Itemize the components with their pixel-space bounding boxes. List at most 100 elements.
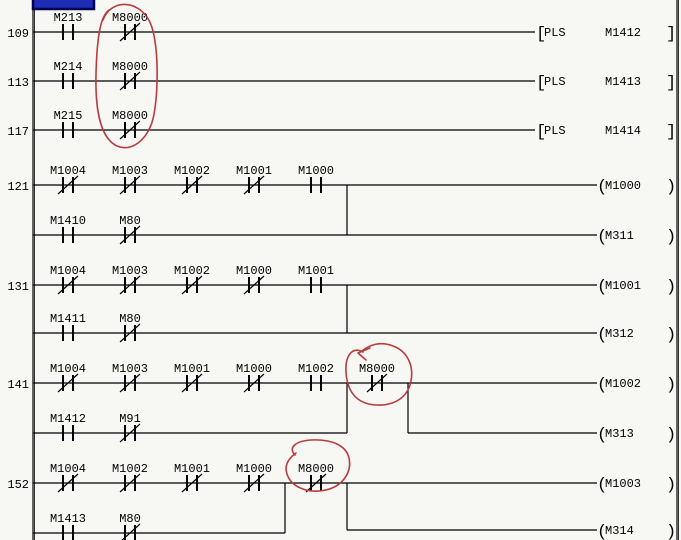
contact-M213-no[interactable]: M213 xyxy=(54,11,83,40)
contact-slash xyxy=(243,275,265,295)
contact-M1004-nc[interactable]: M1004 xyxy=(50,362,86,393)
contact-M1000-nc[interactable]: M1000 xyxy=(236,264,272,295)
pls-instruction-M1413[interactable]: [PLS M1413] xyxy=(536,74,676,93)
contact-M1001-nc[interactable]: M1001 xyxy=(174,462,210,493)
contact-M215-no[interactable]: M215 xyxy=(54,109,83,138)
contact-M80-nc[interactable]: M80 xyxy=(119,312,141,343)
contact-slash xyxy=(181,373,203,393)
contact-label: M80 xyxy=(119,512,141,526)
contact-M1000-nc[interactable]: M1000 xyxy=(236,362,272,393)
contact-M8000-nc[interactable]: M8000 xyxy=(298,462,334,493)
contact-M1004-nc[interactable]: M1004 xyxy=(50,462,86,493)
contact-M1411-no[interactable]: M1411 xyxy=(50,312,86,341)
instruction-mnemonic: PLS xyxy=(544,75,566,89)
coil-device: M311 xyxy=(605,229,634,243)
instruction-mnemonic: PLS xyxy=(544,26,566,40)
contact-slash xyxy=(181,473,203,493)
contact-label: M1001 xyxy=(298,264,334,278)
red-circle-m8000-rung-141-arrowhead xyxy=(357,347,371,361)
coil-open-paren: ( xyxy=(597,178,607,197)
contact-slash xyxy=(57,473,79,493)
contact-M1001-nc[interactable]: M1001 xyxy=(236,164,272,195)
contact-M1000-nc[interactable]: M1000 xyxy=(236,462,272,493)
contact-M1413-no[interactable]: M1413 xyxy=(50,512,86,540)
step-number: 131 xyxy=(7,280,29,294)
contact-label: M1001 xyxy=(236,164,272,178)
contact-label: M80 xyxy=(119,214,141,228)
contact-label: M1410 xyxy=(50,214,86,228)
coil-device: M1001 xyxy=(605,279,641,293)
contact-M1001-no[interactable]: M1001 xyxy=(298,264,334,293)
contact-M1004-nc[interactable]: M1004 xyxy=(50,164,86,195)
contact-M214-no[interactable]: M214 xyxy=(54,60,83,89)
contact-label: M1000 xyxy=(298,164,334,178)
step-number: 109 xyxy=(7,27,29,41)
contact-M1002-nc[interactable]: M1002 xyxy=(174,264,210,295)
contact-label: M1004 xyxy=(50,462,86,476)
coil-close-paren: ) xyxy=(666,278,676,297)
contact-M8000-nc[interactable]: M8000 xyxy=(359,362,395,393)
instruction-device: M1413 xyxy=(605,75,641,89)
contact-label: M1003 xyxy=(112,264,148,278)
coil-close-paren: ) xyxy=(666,228,676,247)
output-coil-M1001[interactable]: (M1001) xyxy=(597,278,676,297)
coil-close-paren: ) xyxy=(666,426,676,445)
contact-label: M8000 xyxy=(112,109,148,123)
contact-M1000-no[interactable]: M1000 xyxy=(298,164,334,193)
contact-M1412-no[interactable]: M1412 xyxy=(50,412,86,441)
contact-slash xyxy=(243,373,265,393)
contact-slash xyxy=(119,120,141,140)
contact-label: M1001 xyxy=(174,462,210,476)
contact-slash xyxy=(119,22,141,42)
contact-label: M1003 xyxy=(112,164,148,178)
contact-M80-nc[interactable]: M80 xyxy=(119,214,141,245)
contact-label: M1000 xyxy=(236,362,272,376)
pls-instruction-M1412[interactable]: [PLS M1412] xyxy=(536,25,676,44)
contact-label: M214 xyxy=(54,60,83,74)
contact-M1003-nc[interactable]: M1003 xyxy=(112,362,148,393)
contact-label: M1002 xyxy=(298,362,334,376)
output-coil-M314[interactable]: (M314) xyxy=(597,523,676,540)
contact-M1002-nc[interactable]: M1002 xyxy=(112,462,148,493)
coil-open-paren: ( xyxy=(597,426,607,445)
step-number: 121 xyxy=(7,180,29,194)
coil-open-paren: ( xyxy=(597,278,607,297)
coil-device: M1002 xyxy=(605,377,641,391)
contact-label: M213 xyxy=(54,11,83,25)
contact-slash xyxy=(119,225,141,245)
coil-open-paren: ( xyxy=(597,326,607,345)
contact-M8000-nc[interactable]: M8000 xyxy=(112,60,148,91)
contact-label: M1004 xyxy=(50,164,86,178)
output-coil-M312[interactable]: (M312) xyxy=(597,326,676,345)
step-number: 113 xyxy=(7,76,29,90)
output-coil-M311[interactable]: (M311) xyxy=(597,228,676,247)
contact-M1003-nc[interactable]: M1003 xyxy=(112,264,148,295)
contact-M1004-nc[interactable]: M1004 xyxy=(50,264,86,295)
output-coil-M1000[interactable]: (M1000) xyxy=(597,178,676,197)
contact-M1001-nc[interactable]: M1001 xyxy=(174,362,210,393)
contact-M1002-nc[interactable]: M1002 xyxy=(174,164,210,195)
coil-device: M313 xyxy=(605,427,634,441)
contact-label: M1002 xyxy=(174,164,210,178)
contact-label: M1411 xyxy=(50,312,86,326)
contact-M1003-nc[interactable]: M1003 xyxy=(112,164,148,195)
coil-open-paren: ( xyxy=(597,228,607,247)
contact-M91-nc[interactable]: M91 xyxy=(119,412,141,443)
contact-M80-nc[interactable]: M80 xyxy=(119,512,141,540)
output-coil-M1003[interactable]: (M1003) xyxy=(597,476,676,495)
output-coil-M313[interactable]: (M313) xyxy=(597,426,676,445)
rung-109: 109 M213 M8000 [PLS M1412] xyxy=(7,11,676,44)
coil-open-paren: ( xyxy=(597,376,607,395)
contact-M8000-nc[interactable]: M8000 xyxy=(112,109,148,140)
instruction-mnemonic: PLS xyxy=(544,124,566,138)
contact-slash xyxy=(181,175,203,195)
pls-instruction-M1414[interactable]: [PLS M1414] xyxy=(536,123,676,142)
contact-M8000-nc[interactable]: M8000 xyxy=(112,11,148,42)
contact-slash xyxy=(181,275,203,295)
contact-M1410-no[interactable]: M1410 xyxy=(50,214,86,243)
contact-label: M215 xyxy=(54,109,83,123)
contact-M1002-no[interactable]: M1002 xyxy=(298,362,334,391)
output-coil-M1002[interactable]: (M1002) xyxy=(597,376,676,395)
contact-slash xyxy=(57,373,79,393)
contact-label: M1412 xyxy=(50,412,86,426)
